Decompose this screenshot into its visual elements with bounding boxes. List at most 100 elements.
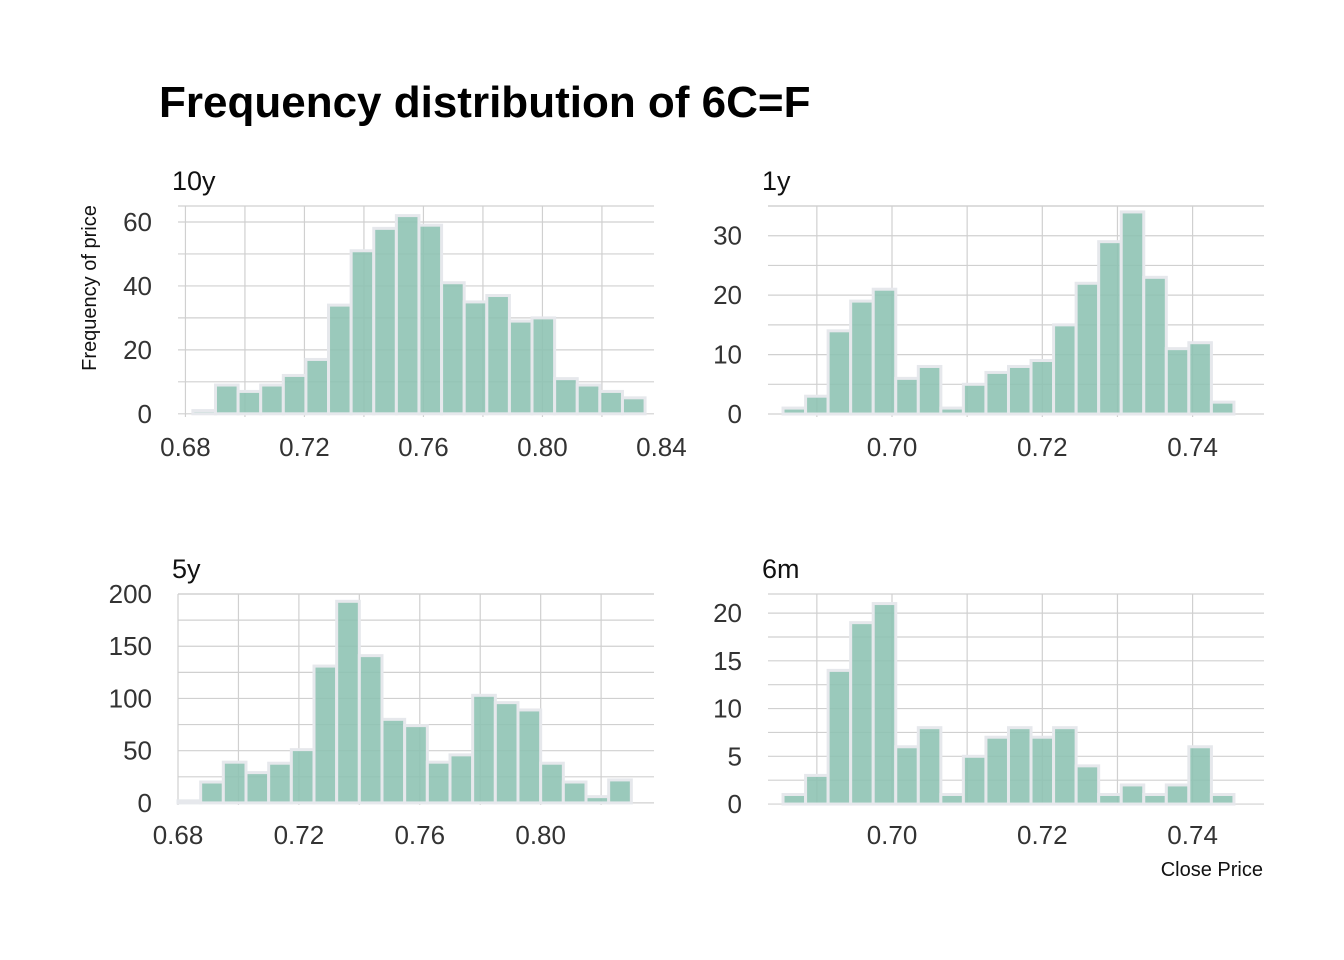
- histogram-bar: [781, 406, 808, 416]
- histogram-bar: [357, 654, 384, 805]
- facet-label: 5y: [172, 554, 201, 584]
- panel-1y: 1y 0 10 20 30 0.70 0.72 0.74: [713, 166, 1264, 462]
- histogram-bar: [471, 693, 497, 805]
- histogram-bar: [939, 792, 965, 806]
- histogram-bar: [221, 760, 248, 805]
- histogram-bar: [1209, 792, 1236, 806]
- x-tick-label: 0.72: [279, 432, 330, 462]
- histogram-bar: [417, 223, 444, 416]
- y-tick-label: 0: [728, 399, 742, 429]
- histogram-bar: [1052, 726, 1078, 806]
- y-tick-label: 0: [138, 788, 152, 818]
- y-tick-label: 150: [109, 631, 152, 661]
- x-tick-label: 0.80: [515, 820, 566, 850]
- histogram-bar: [380, 717, 407, 805]
- histogram-bar: [1142, 792, 1168, 806]
- histogram-bar: [984, 735, 1010, 806]
- y-tick-label: 50: [123, 736, 152, 766]
- histogram-bar: [462, 300, 489, 416]
- histogram-bar: [394, 214, 421, 416]
- histogram-bar: [1097, 240, 1123, 416]
- y-tick-label: 20: [123, 335, 152, 365]
- histogram-bar: [984, 370, 1010, 416]
- histogram-bar: [620, 396, 647, 416]
- histogram-bar: [191, 409, 217, 416]
- histogram-bar: [1074, 281, 1101, 416]
- chart-title: Frequency distribution of 6C=F: [159, 78, 811, 127]
- histogram-bar: [1187, 745, 1213, 806]
- histogram-bar: [516, 708, 543, 805]
- histogram-bar: [440, 281, 466, 416]
- x-tick-label: 0.76: [398, 432, 449, 462]
- histogram-bar: [826, 329, 853, 416]
- y-tick-label: 30: [713, 221, 742, 251]
- histogram-bar: [561, 780, 588, 805]
- y-tick-label: 10: [713, 340, 742, 370]
- histogram-bar: [584, 795, 611, 805]
- histogram-bar: [1187, 341, 1213, 416]
- y-tick-label: 60: [123, 207, 152, 237]
- histogram-bar: [961, 754, 988, 806]
- histogram-bar: [289, 748, 316, 805]
- histogram-bar: [259, 383, 285, 416]
- histogram-bar: [539, 761, 565, 805]
- x-tick-label: 0.70: [867, 432, 918, 462]
- histogram-bar: [804, 394, 830, 416]
- histogram-bar: [485, 294, 511, 416]
- histogram-bar: [575, 383, 602, 416]
- x-tick-label: 0.74: [1167, 820, 1218, 850]
- x-tick-label: 0.72: [1017, 432, 1068, 462]
- histogram-bar: [553, 377, 579, 416]
- x-axis-label: Close Price: [1161, 859, 1263, 881]
- histogram-bar: [349, 249, 376, 416]
- histogram-bar: [199, 780, 225, 805]
- x-tick-label: 0.84: [636, 432, 687, 462]
- histogram-bar: [176, 799, 203, 805]
- histogram-bar: [939, 406, 965, 416]
- y-tick-label: 100: [109, 683, 152, 713]
- x-tick-label: 0.72: [1017, 820, 1068, 850]
- histogram-bar: [1164, 347, 1191, 416]
- histogram-bar: [894, 376, 920, 416]
- histogram-bar: [372, 226, 398, 416]
- panel-6m: 6m 0 5 10 15 20 0.70 0.72 0.74: [713, 554, 1264, 850]
- y-tick-label: 200: [109, 579, 152, 609]
- histogram-bar: [244, 771, 271, 805]
- y-tick-label: 5: [728, 741, 742, 771]
- histogram-bar: [1006, 726, 1033, 806]
- x-tick-label: 0.68: [160, 432, 211, 462]
- histogram-bar: [607, 778, 633, 805]
- y-tick-label: 0: [728, 789, 742, 819]
- histogram-bar: [267, 761, 293, 805]
- histogram-bar: [849, 621, 875, 806]
- histogram-bar: [530, 316, 557, 416]
- histogram-bar: [327, 303, 353, 416]
- histogram-bar: [1029, 359, 1056, 416]
- y-tick-label: 15: [713, 646, 742, 676]
- histogram-bar: [507, 319, 534, 416]
- histogram-bar: [213, 383, 240, 416]
- x-tick-label: 0.76: [394, 820, 445, 850]
- panel-10y: 10y 0 20 40 60 0.68 0.72 0.76 0.80 0.84: [123, 166, 687, 462]
- histogram-bar: [1074, 764, 1101, 806]
- y-tick-label: 10: [713, 694, 742, 724]
- y-tick-label: 0: [138, 399, 152, 429]
- y-tick-label: 20: [713, 598, 742, 628]
- facet-label: 10y: [172, 166, 216, 196]
- histogram-bar: [1142, 275, 1168, 416]
- histogram-bar: [894, 745, 920, 806]
- histogram-bar: [1164, 783, 1191, 806]
- facet-label: 6m: [762, 554, 800, 584]
- histogram-bar: [598, 389, 624, 416]
- histogram-bar: [961, 382, 988, 416]
- histogram-bar: [1119, 210, 1146, 416]
- histogram-bar: [781, 792, 808, 806]
- histogram-bar: [871, 287, 898, 416]
- histogram-bar: [1006, 364, 1033, 416]
- x-tick-label: 0.70: [867, 820, 918, 850]
- histogram-bar: [826, 668, 853, 806]
- histogram-bar: [304, 357, 331, 416]
- histogram-bar: [236, 389, 263, 416]
- panel-5y: 5y 0 50 100 150 200 0.68 0.72 0.76 0.80: [109, 554, 654, 850]
